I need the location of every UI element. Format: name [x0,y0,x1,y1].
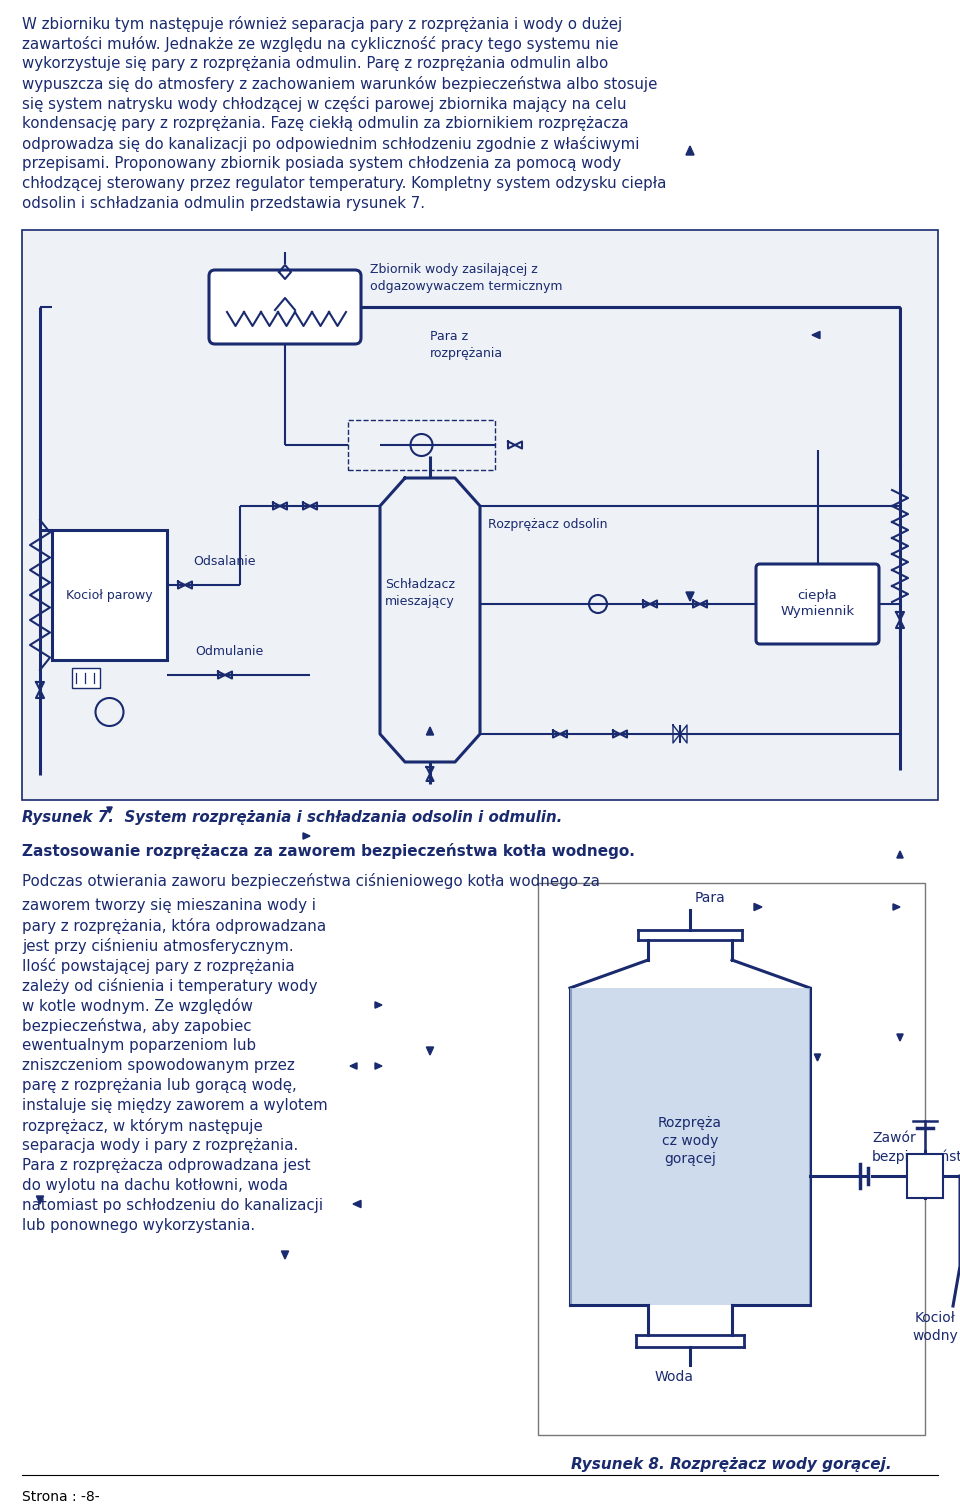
Polygon shape [812,331,820,338]
Text: kondensację pary z rozprężania. Fazę ciekłą odmulin za zbiornikiem rozprężacza: kondensację pary z rozprężania. Fazę cie… [22,116,629,131]
Text: odsolin i schładzania odmulin przedstawia rysunek 7.: odsolin i schładzania odmulin przedstawi… [22,196,425,212]
Bar [22,230,938,799]
Bar [538,882,925,1435]
Text: mieszający: mieszający [385,595,455,607]
Text: parę z rozprężania lub gorącą wodę,: parę z rozprężania lub gorącą wodę, [22,1077,297,1092]
Bar [348,420,495,470]
Text: ciepła: ciepła [798,589,837,603]
Text: bezpieczeństwa: bezpieczeństwa [872,1148,960,1163]
Bar [570,988,810,1306]
Text: wypuszcza się do atmosfery z zachowaniem warunków bezpieczeństwa albo stosuje: wypuszcza się do atmosfery z zachowaniem… [22,76,658,92]
Text: Zastosowanie rozprężacza za zaworem bezpieczeństwa kotła wodnego.: Zastosowanie rozprężacza za zaworem bezp… [22,843,635,858]
Text: Odsalanie: Odsalanie [193,555,255,568]
Text: cz wody: cz wody [661,1133,718,1148]
Polygon shape [350,1062,357,1070]
Text: bezpieczeństwa, aby zapobiec: bezpieczeństwa, aby zapobiec [22,1018,252,1034]
Text: instaluje się między zaworem a wylotem: instaluje się między zaworem a wylotem [22,1098,327,1114]
Polygon shape [353,1200,361,1207]
Polygon shape [814,1055,821,1061]
Polygon shape [426,1047,434,1055]
Text: jest przy ciśnieniu atmosferycznym.: jest przy ciśnieniu atmosferycznym. [22,938,294,953]
Text: rozprężania: rozprężania [430,348,503,360]
Text: Kocioł parowy: Kocioł parowy [66,588,153,601]
Text: odprowadza się do kanalizacji po odpowiednim schłodzeniu zgodnie z właściwymi: odprowadza się do kanalizacji po odpowie… [22,136,639,153]
Text: zależy od ciśnienia i temperatury wody: zależy od ciśnienia i temperatury wody [22,978,318,994]
Text: Strona : -8-: Strona : -8- [22,1490,100,1503]
Text: separacja wody i pary z rozprężania.: separacja wody i pary z rozprężania. [22,1138,299,1153]
Text: Zbiornik wody zasilającej z: Zbiornik wody zasilającej z [370,263,538,277]
Text: Para z: Para z [430,329,468,343]
Text: Odmulanie: Odmulanie [195,645,263,657]
Text: chłodzącej sterowany przez regulator temperatury. Kompletny system odzysku ciepł: chłodzącej sterowany przez regulator tem… [22,175,666,190]
Text: w kotle wodnym. Ze względów: w kotle wodnym. Ze względów [22,997,252,1014]
Text: zaworem tworzy się mieszanina wody i: zaworem tworzy się mieszanina wody i [22,898,316,913]
Polygon shape [281,1251,289,1259]
Text: Rozprężacz odsolin: Rozprężacz odsolin [488,518,608,530]
Polygon shape [686,147,694,156]
Polygon shape [686,592,694,601]
Bar [907,1154,943,1198]
Polygon shape [897,1034,903,1041]
Text: ewentualnym poparzeniom lub: ewentualnym poparzeniom lub [22,1038,256,1053]
Polygon shape [375,1002,382,1008]
Bar [72,668,100,688]
Text: lub ponownego wykorzystania.: lub ponownego wykorzystania. [22,1218,255,1233]
Text: natomiast po schłodzeniu do kanalizacji: natomiast po schłodzeniu do kanalizacji [22,1198,324,1213]
Text: się system natrysku wody chłodzącej w części parowej zbiornika mający na celu: się system natrysku wody chłodzącej w cz… [22,97,627,112]
FancyBboxPatch shape [209,270,361,345]
Text: Wymiennik: Wymiennik [780,606,854,618]
Text: wykorzystuje się pary z rozprężania odmulin. Parę z rozprężania odmulin albo: wykorzystuje się pary z rozprężania odmu… [22,56,609,71]
Text: zniszczeniom spowodowanym przez: zniszczeniom spowodowanym przez [22,1058,295,1073]
Text: Rysunek 8. Rozprężacz wody gorącej.: Rysunek 8. Rozprężacz wody gorącej. [571,1457,892,1472]
Text: przepisami. Proponowany zbiornik posiada system chłodzenia za pomocą wody: przepisami. Proponowany zbiornik posiada… [22,156,621,171]
Text: Rozpręża: Rozpręża [658,1117,722,1130]
Polygon shape [375,1062,382,1070]
Polygon shape [36,1197,43,1204]
Text: Zawór: Zawór [872,1132,916,1145]
Text: odgazowywaczem termicznym: odgazowywaczem termicznym [370,280,563,293]
Text: Kocioł: Kocioł [915,1312,955,1325]
Polygon shape [303,833,310,839]
Bar [52,530,167,660]
Text: gorącej: gorącej [664,1151,716,1166]
Polygon shape [107,807,112,813]
Text: rozprężacz, w którym następuje: rozprężacz, w którym następuje [22,1118,263,1133]
Text: do wylotu na dachu kotłowni, woda: do wylotu na dachu kotłowni, woda [22,1179,288,1194]
Text: zawartości mułów. Jednakże ze względu na cykliczność pracy tego systemu nie: zawartości mułów. Jednakże ze względu na… [22,36,618,51]
Polygon shape [426,727,434,734]
Text: Ilość powstającej pary z rozprężania: Ilość powstającej pary z rozprężania [22,958,295,975]
Text: Woda: Woda [655,1370,694,1384]
FancyBboxPatch shape [756,564,879,644]
Text: wodny: wodny [912,1330,958,1343]
Text: Para z rozprężacza odprowadzana jest: Para z rozprężacza odprowadzana jest [22,1157,311,1173]
Text: pary z rozprężania, która odprowadzana: pary z rozprężania, która odprowadzana [22,919,326,934]
Text: W zbiorniku tym następuje również separacja pary z rozprężania i wody o dużej: W zbiorniku tym następuje również separa… [22,17,622,32]
Text: Para: Para [695,891,726,905]
Polygon shape [893,904,900,910]
Polygon shape [897,851,903,858]
Text: Podczas otwierania zaworu bezpieczeństwa ciśnieniowego kotła wodnego za: Podczas otwierania zaworu bezpieczeństwa… [22,873,600,888]
Polygon shape [754,904,762,911]
Text: Schładzacz: Schładzacz [385,579,455,591]
Text: Rysunek 7.  System rozprężania i schładzania odsolin i odmulin.: Rysunek 7. System rozprężania i schładza… [22,810,563,825]
